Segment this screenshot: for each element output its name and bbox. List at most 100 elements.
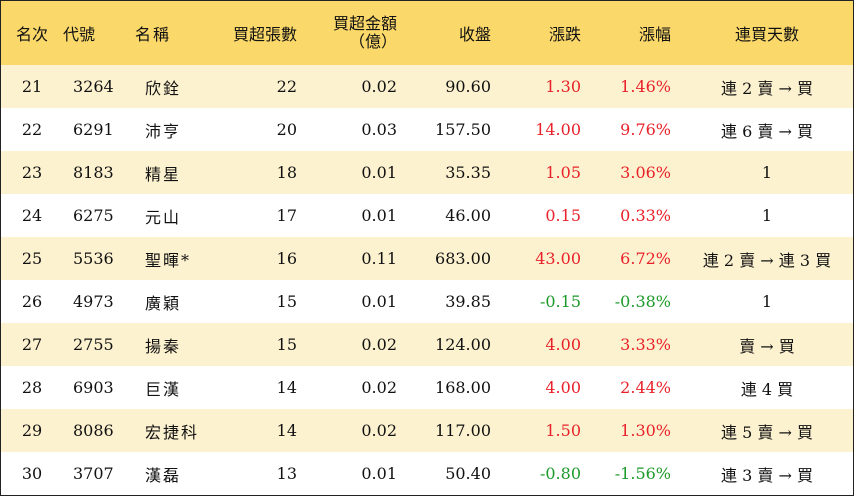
cell-close: 39.85 xyxy=(445,292,491,311)
header-code: 代號 xyxy=(63,25,96,44)
cell-rank: 22 xyxy=(21,120,43,139)
cell-close: 683.00 xyxy=(435,249,491,268)
cell-pct: 1.30% xyxy=(620,421,671,440)
cell-days: 連 5 賣 → 買 xyxy=(721,422,813,442)
cell-change: 4.00 xyxy=(545,378,581,397)
cell-amount: 0.03 xyxy=(361,120,397,139)
cell-name: 欣銓 xyxy=(145,78,182,98)
cell-code: 5536 xyxy=(73,249,114,268)
header-rank: 名次 xyxy=(15,25,48,44)
cell-pct: 1.46% xyxy=(620,77,671,96)
header-name: 名稱 xyxy=(135,25,172,44)
cell-code: 3264 xyxy=(73,77,114,96)
cell-rank: 23 xyxy=(21,163,43,182)
cell-days: 連 6 賣 → 買 xyxy=(721,121,813,141)
cell-rank: 30 xyxy=(21,464,43,483)
header-days: 連買天數 xyxy=(734,25,799,44)
cell-code: 2755 xyxy=(73,335,114,354)
header-change: 漲跌 xyxy=(548,25,581,44)
table-row: 30 3707 漢磊 13 0.01 50.40 -0.80 -1.56% 連 3 賣 → 買 xyxy=(1,452,853,495)
cell-change: 1.30 xyxy=(545,77,581,96)
cell-name: 沛亨 xyxy=(145,121,182,141)
cell-pct: 6.72% xyxy=(620,249,671,268)
cell-pct: -1.56% xyxy=(614,464,671,483)
cell-days: 連 2 賣 → 連 3 買 xyxy=(702,250,832,270)
cell-code: 6903 xyxy=(73,378,114,397)
cell-lots: 20 xyxy=(276,120,297,139)
cell-lots: 13 xyxy=(276,464,297,483)
table-row: 28 6903 巨漢 14 0.02 168.00 4.00 2.44% 連 4 買 xyxy=(1,366,853,409)
cell-days: 1 xyxy=(761,206,773,225)
cell-name: 巨漢 xyxy=(145,379,182,399)
cell-pct: 2.44% xyxy=(620,378,671,397)
cell-amount: 0.02 xyxy=(361,421,397,440)
header-pct: 漲幅 xyxy=(638,25,671,44)
cell-pct: 9.76% xyxy=(620,120,671,139)
cell-amount: 0.02 xyxy=(361,77,397,96)
cell-lots: 14 xyxy=(276,378,297,397)
cell-lots: 17 xyxy=(276,206,297,225)
table-row: 26 4973 廣穎 15 0.01 39.85 -0.15 -0.38% 1 xyxy=(1,280,853,323)
table-row: 24 6275 元山 17 0.01 46.00 0.15 0.33% 1 xyxy=(1,194,853,237)
header-amount-line2: （億） xyxy=(348,32,397,51)
cell-code: 6291 xyxy=(73,120,114,139)
cell-close: 117.00 xyxy=(435,421,491,440)
table-row: 27 2755 揚秦 15 0.02 124.00 4.00 3.33% 賣 → 買 xyxy=(1,323,853,366)
cell-lots: 18 xyxy=(276,163,297,182)
cell-change: -0.80 xyxy=(539,464,581,483)
cell-name: 漢磊 xyxy=(145,465,182,485)
cell-amount: 0.02 xyxy=(361,378,397,397)
cell-change: 1.05 xyxy=(545,163,581,182)
table-row: 21 3264 欣銓 22 0.02 90.60 1.30 1.46% 連 2 賣 → 買 xyxy=(1,65,853,108)
cell-days: 連 2 賣 → 買 xyxy=(721,78,813,98)
cell-close: 168.00 xyxy=(435,378,491,397)
cell-pct: 3.06% xyxy=(620,163,671,182)
cell-name: 宏捷科 xyxy=(145,422,200,442)
cell-days: 1 xyxy=(761,163,773,182)
header-close: 收盤 xyxy=(458,25,491,44)
cell-change: 0.15 xyxy=(545,206,581,225)
cell-close: 35.35 xyxy=(445,163,491,182)
header-lots: 買超張數 xyxy=(232,25,297,44)
cell-close: 157.50 xyxy=(435,120,491,139)
cell-rank: 27 xyxy=(21,335,43,354)
cell-code: 4973 xyxy=(73,292,114,311)
cell-rank: 28 xyxy=(21,378,43,397)
cell-rank: 26 xyxy=(21,292,43,311)
cell-change: 43.00 xyxy=(535,249,581,268)
cell-close: 90.60 xyxy=(445,77,491,96)
cell-amount: 0.01 xyxy=(361,163,397,182)
cell-code: 8183 xyxy=(73,163,114,182)
cell-lots: 22 xyxy=(276,77,297,96)
cell-name: 廣穎 xyxy=(145,293,182,313)
cell-amount: 0.01 xyxy=(361,464,397,483)
cell-amount: 0.11 xyxy=(361,249,397,268)
table-row: 25 5536 聖暉* 16 0.11 683.00 43.00 6.72% 連 2 賣 → 連… xyxy=(1,237,853,280)
cell-amount: 0.02 xyxy=(361,335,397,354)
cell-days: 連 3 賣 → 買 xyxy=(721,465,813,485)
cell-code: 3707 xyxy=(73,464,114,483)
cell-change: 14.00 xyxy=(535,120,581,139)
table-row: 22 6291 沛亨 20 0.03 157.50 14.00 9.76% 連 6 賣 → 買 xyxy=(1,108,853,151)
header-row: 名次 代號 名稱 買超張數 買超金額 （億） 收盤 漲跌 漲幅 連買天數 xyxy=(1,1,853,65)
header-amount-line1: 買超金額 xyxy=(332,14,397,33)
cell-name: 元山 xyxy=(145,207,182,227)
cell-name: 精星 xyxy=(145,164,182,184)
table-row: 23 8183 精星 18 0.01 35.35 1.05 3.06% 1 xyxy=(1,151,853,194)
cell-lots: 15 xyxy=(276,292,297,311)
cell-days: 連 4 買 xyxy=(740,379,794,399)
cell-rank: 21 xyxy=(21,77,43,96)
cell-amount: 0.01 xyxy=(361,206,397,225)
cell-close: 124.00 xyxy=(435,335,491,354)
cell-change: 4.00 xyxy=(545,335,581,354)
cell-lots: 15 xyxy=(276,335,297,354)
table-body: 21 3264 欣銓 22 0.02 90.60 1.30 1.46% 連 2 賣 → 買 22 6… xyxy=(1,65,853,495)
cell-pct: 3.33% xyxy=(620,335,671,354)
cell-change: -0.15 xyxy=(539,292,581,311)
cell-lots: 16 xyxy=(276,249,297,268)
cell-days: 賣 → 買 xyxy=(739,336,795,356)
cell-pct: 0.33% xyxy=(620,206,671,225)
cell-rank: 29 xyxy=(21,421,43,440)
cell-code: 6275 xyxy=(73,206,114,225)
